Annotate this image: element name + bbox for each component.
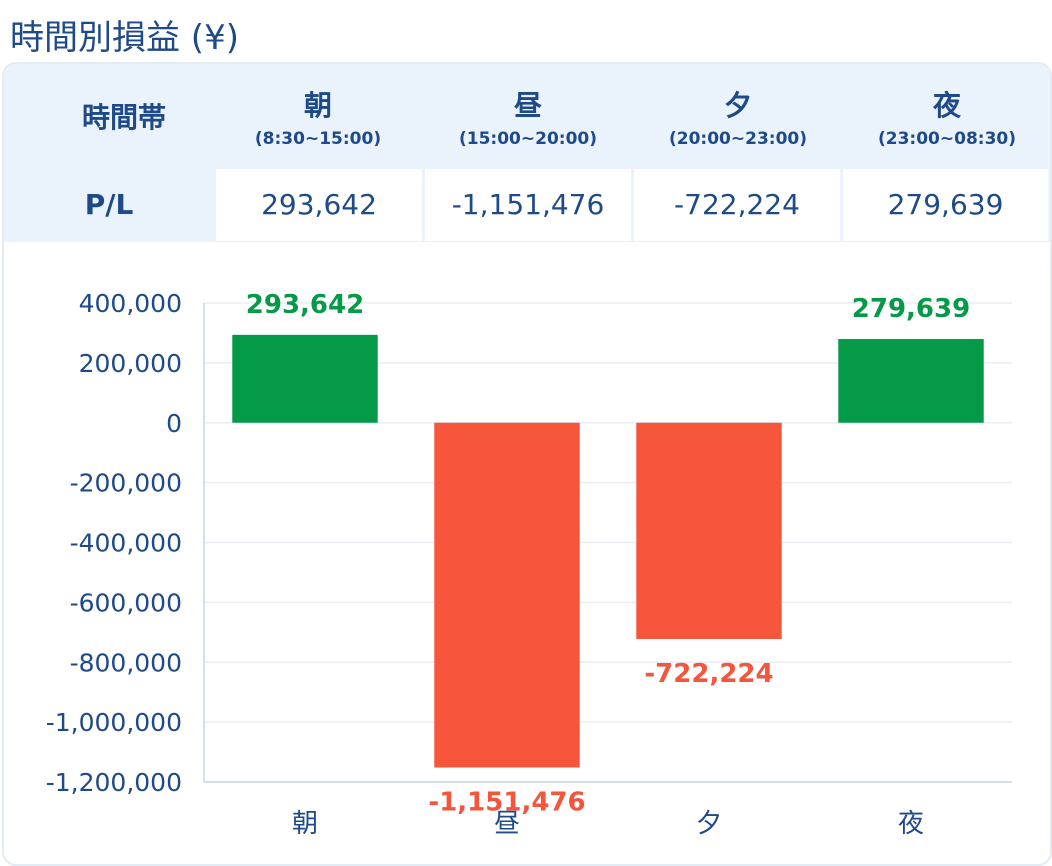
column-name: 夜 [932,89,961,122]
header-label: 時間帯 [81,101,166,134]
bar [636,422,782,639]
column-header-morning: 朝 (8:30~15:00) [214,64,422,168]
column-name: 朝 [303,89,332,122]
data-label: 279,639 [852,294,970,324]
y-tick-label: -400,000 [70,529,182,558]
y-tick-label: -600,000 [70,588,182,617]
page-title: 時間別損益 (¥) [10,18,239,58]
pl-table: 時間帯 朝 (8:30~15:00) 昼 (15:00~20:00) 夕 (20… [4,64,1050,242]
column-header-night: 夜 (23:00~08:30) [844,64,1050,168]
value-cell: -1,151,476 [425,169,631,241]
y-tick-label: -200,000 [70,469,182,498]
data-label: -1,151,476 [428,787,585,817]
column-header-evening: 夕 (20:00~23:00) [634,64,842,168]
data-label: 293,642 [246,290,364,320]
column-header-noon: 昼 (15:00~20:00) [424,64,632,168]
y-tick-label: -1,000,000 [46,708,182,737]
y-tick-label: 200,000 [79,349,182,378]
y-tick-label: -800,000 [70,648,182,677]
bar [838,339,984,423]
value-cell: -722,224 [634,169,840,241]
column-range: (15:00~20:00) [458,129,597,149]
data-label: -722,224 [644,659,773,689]
bar [434,422,580,768]
x-tick-label: 昼 [494,809,520,839]
x-tick-label: 夜 [898,809,924,839]
column-range: (8:30~15:00) [254,129,382,149]
column-name: 昼 [513,89,542,122]
y-tick-label: -1,200,000 [46,768,182,797]
column-range: (23:00~08:30) [877,129,1016,149]
bar [232,334,378,423]
row-label: P/L [84,188,134,221]
value-cell: 279,639 [843,169,1048,241]
value-cell: 293,642 [216,169,422,241]
y-tick-label: 0 [166,409,182,438]
column-name: 夕 [723,89,752,122]
x-tick-label: 夕 [696,809,722,839]
x-tick-label: 朝 [292,809,318,839]
column-range: (20:00~23:00) [668,129,807,149]
y-tick-label: 400,000 [79,289,182,318]
